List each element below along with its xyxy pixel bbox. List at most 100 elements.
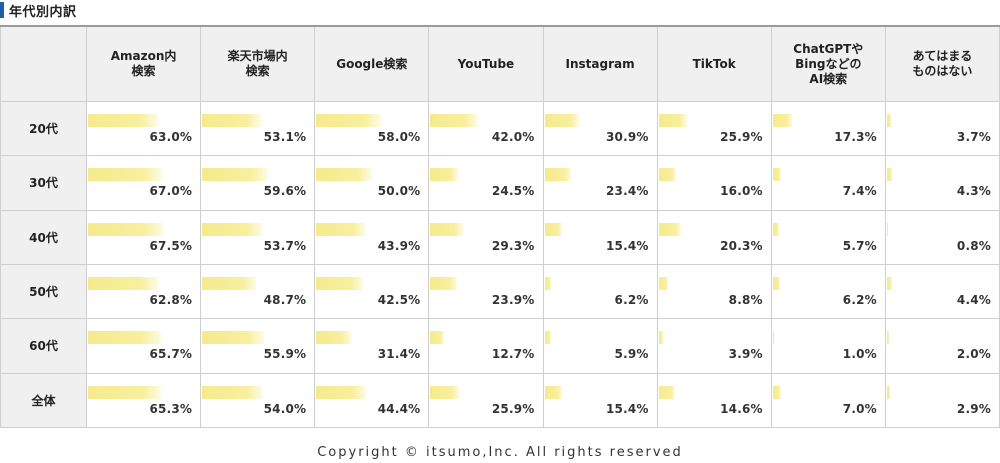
table-cell: 8.8% [656,263,772,320]
table-row: 60代 65.7% 55.9% 31.4% 12.7% 5.9% 3.9% 1.0% 2.0% [0,318,1000,374]
value-bar [430,276,457,290]
value-label: 53.1% [263,130,307,144]
value-label: 5.9% [614,347,649,362]
value-label: 63.0% [149,130,193,144]
value-label: 24.5% [491,184,535,199]
table-row: 30代 67.0% 59.6% 50.0% 24.5% 23.4% 16.0% 7.4% 4.3… [0,155,1000,211]
value-label: 65.3% [149,401,193,416]
table-cell: 6.2% [542,263,658,320]
table-cell: 23.4% [542,155,658,211]
column-header-line: Amazon内 [110,49,177,63]
column-header-line: Bingなどの [795,56,862,71]
value-label: 3.7% [956,130,991,144]
value-label: 5.7% [842,238,877,253]
column-header-line: Google検索 [336,56,408,71]
table-body: 20代 63.0% 53.1% 58.0% 42.0% 30.9% 25.9% 17.3% 3.… [0,100,1000,429]
value-label: 25.9% [491,401,535,416]
table-cell: 63.0% [85,100,202,157]
value-label: 55.9% [263,347,307,362]
value-label: 53.7% [263,238,307,253]
value-bar [772,114,792,127]
table-cell: 44.4% [314,372,430,429]
header-row: Amazon内 検索 楽天市場内 検索 Google検索 YouTube Insta… [0,25,1000,102]
value-bar [316,331,352,345]
table-cell: 42.0% [428,100,544,157]
value-label: 6.2% [614,292,649,307]
value-bar [886,385,891,399]
row-header: 20代 [0,100,87,157]
value-bar [430,168,458,182]
value-label: 12.7% [491,347,535,362]
value-bar [88,168,163,182]
column-header-line: 楽天市場内 [227,49,288,63]
value-label: 23.4% [605,184,649,199]
value-bar [886,276,892,290]
value-bar [544,222,562,236]
table-cell: 24.5% [428,155,544,211]
table-cell: 5.9% [542,318,658,374]
table-cell: 2.0% [884,318,1000,374]
table-cell: 5.7% [770,209,886,265]
value-label: 17.3% [834,130,877,144]
column-header: YouTube [428,25,544,102]
value-label: 44.4% [377,401,421,416]
value-bar [202,276,257,290]
value-label: 58.0% [377,130,421,144]
value-bar [316,385,366,399]
value-bar [316,276,364,290]
table-row: 全体 65.3% 54.0% 44.4% 25.9% 15.4% 14.6% 7.0% 2.9% [0,372,1000,429]
column-header: あてはまる ものはない [884,25,1000,102]
value-bar [316,168,372,182]
value-label: 1.0% [842,347,877,362]
value-label: 23.9% [491,292,535,307]
table-cell: 65.3% [85,372,202,429]
value-label: 7.4% [842,184,877,199]
value-bar [658,385,675,399]
column-header: 楽天市場内 検索 [200,25,316,102]
value-label: 67.5% [149,238,193,253]
table-cell: 58.0% [314,100,430,157]
value-bar [658,114,688,127]
value-bar [772,385,781,399]
table-cell: 6.2% [770,263,886,320]
value-bar [202,168,269,182]
value-label: 59.6% [263,184,307,199]
value-label: 30.9% [605,130,649,144]
table-cell: 67.0% [85,155,202,211]
table-cell: 17.3% [770,100,886,157]
value-label: 6.2% [842,292,877,307]
age-breakdown-table: Amazon内 検索 楽天市場内 検索 Google検索 YouTube Insta… [0,25,1000,429]
value-bar [886,222,888,236]
value-label: 65.7% [149,347,193,362]
value-bar [772,276,780,290]
table-cell: 16.0% [656,155,772,211]
chart-title: 年代別内訳 [9,4,77,20]
value-label: 25.9% [720,130,763,144]
value-label: 50.0% [377,184,421,199]
column-header-line: あてはまる [912,49,973,63]
value-label: 62.8% [149,292,193,307]
value-bar [202,222,262,236]
value-bar [886,168,892,182]
value-bar [544,168,571,182]
value-bar [772,168,781,182]
table-cell: 12.7% [428,318,544,374]
table-cell: 53.1% [200,100,316,157]
value-label: 67.0% [149,184,193,199]
table-cell: 14.6% [656,372,772,429]
value-bar [88,222,163,236]
value-bar [658,331,663,345]
column-header-line: TikTok [692,56,736,71]
value-bar [772,331,774,345]
table-cell: 54.0% [200,372,316,429]
value-label: 8.8% [728,292,763,307]
value-bar [88,331,161,345]
title-accent-bar [0,2,4,18]
value-label: 4.3% [956,184,991,199]
column-header: Instagram [542,25,658,102]
table-cell: 3.7% [884,100,1000,157]
column-header-line: Instagram [565,56,635,71]
value-bar [886,331,890,345]
value-bar [316,222,366,236]
table-cell: 59.6% [200,155,316,211]
